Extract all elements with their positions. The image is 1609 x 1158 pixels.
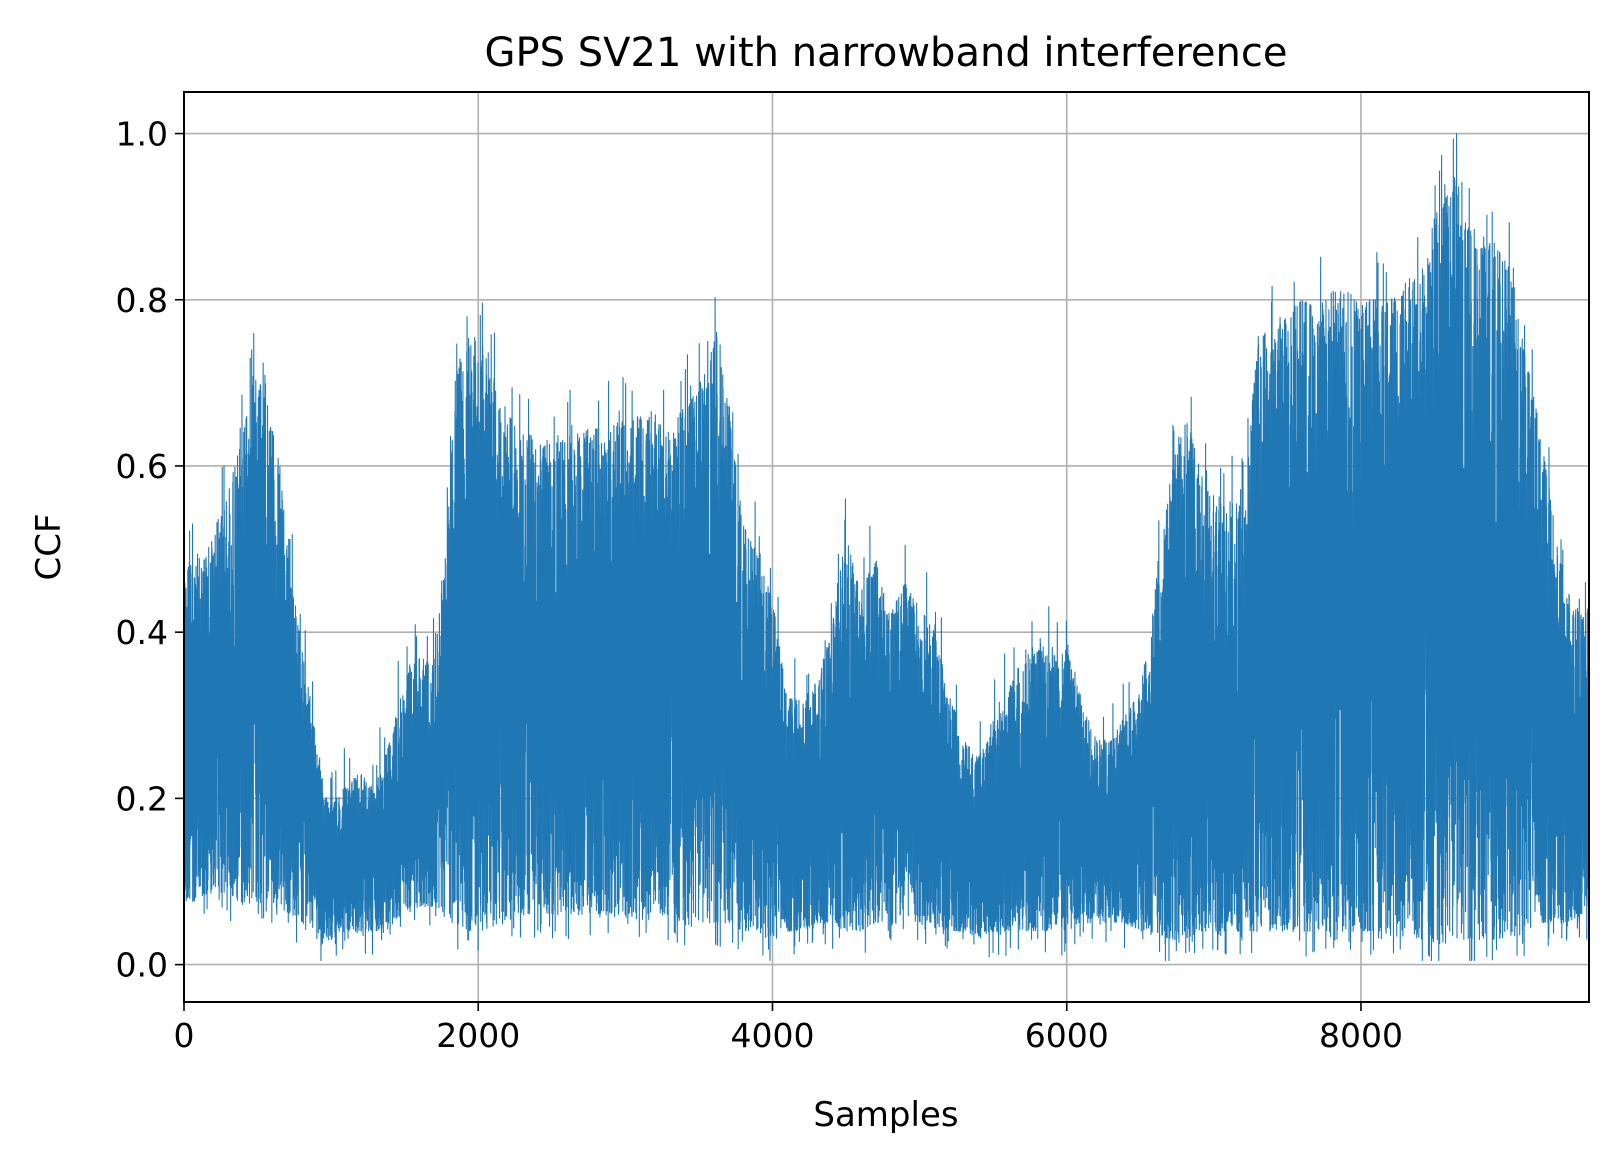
x-tick-label: 6000: [1025, 1016, 1109, 1055]
plot-frame: [183, 91, 1590, 1003]
y-axis-label: CCF: [29, 513, 69, 580]
x-axis-ticks: 0 2000 4000 6000 8000: [174, 1002, 1403, 1055]
x-tick-label: 8000: [1319, 1016, 1403, 1055]
y-tick-label: 1.0: [116, 115, 168, 154]
y-tick-label: 0.2: [116, 779, 168, 818]
y-tick-label: 0.0: [116, 946, 168, 985]
x-tick-label: 0: [174, 1016, 195, 1055]
y-tick-label: 0.6: [116, 447, 168, 486]
chart-title: GPS SV21 with narrowband interference: [485, 30, 1288, 76]
x-axis-label: Samples: [813, 1095, 958, 1135]
y-tick-label: 0.4: [116, 613, 168, 652]
x-tick-label: 2000: [436, 1016, 520, 1055]
x-tick-label: 4000: [730, 1016, 814, 1055]
y-tick-label: 0.8: [116, 281, 168, 320]
ccf-line: [183, 133, 1590, 961]
y-axis-ticks: 0.0 0.2 0.4 0.6 0.8 1.0: [116, 115, 184, 985]
ccf-series: [183, 133, 1590, 961]
